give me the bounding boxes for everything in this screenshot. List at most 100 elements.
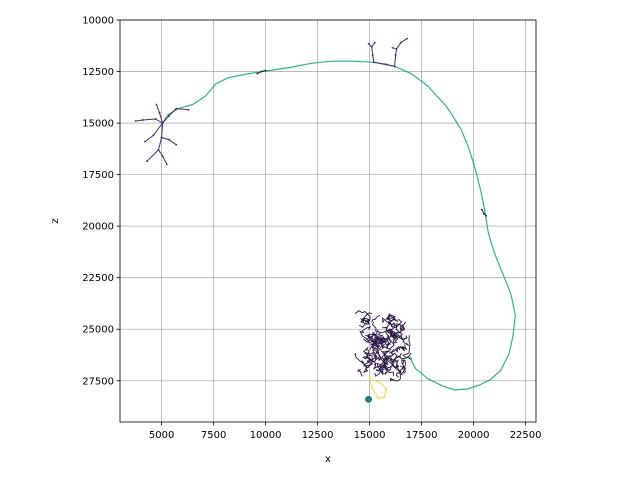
x-tick-label: 7500 bbox=[201, 430, 226, 441]
arbor-branch bbox=[386, 313, 391, 321]
trace-node bbox=[168, 115, 170, 117]
arbor-branch bbox=[377, 335, 388, 346]
trace-node bbox=[371, 54, 374, 56]
x-tick-label: 10000 bbox=[250, 430, 282, 441]
arbor-branch bbox=[367, 358, 375, 364]
trace-node bbox=[395, 48, 398, 50]
trace-node bbox=[370, 386, 373, 388]
trace-node bbox=[146, 160, 148, 163]
trace-node bbox=[187, 108, 190, 111]
arbor-branch bbox=[382, 323, 391, 331]
arbor-branch bbox=[383, 362, 389, 375]
y-tick-label: 27500 bbox=[82, 376, 114, 387]
arbor-branch bbox=[383, 350, 391, 362]
trace-node bbox=[368, 375, 371, 378]
arbor-branch bbox=[354, 310, 371, 322]
y-tick-label: 25000 bbox=[82, 325, 114, 336]
trace-node bbox=[483, 212, 485, 215]
arbor-branch bbox=[394, 323, 404, 338]
y-tick-label: 12500 bbox=[82, 67, 114, 78]
trace-node bbox=[175, 107, 178, 110]
trace-node bbox=[373, 41, 376, 44]
arbor-branch bbox=[359, 317, 370, 323]
arbor-branch bbox=[359, 325, 372, 340]
trace-node bbox=[379, 381, 381, 384]
trace-node bbox=[144, 140, 146, 143]
trace-node bbox=[142, 119, 144, 121]
trace-node bbox=[152, 134, 155, 137]
arbor-branch bbox=[386, 328, 397, 339]
arbor-branch bbox=[385, 327, 396, 337]
y-axis-label: z bbox=[50, 218, 61, 223]
x-tick-label: 20000 bbox=[458, 430, 490, 441]
trace-node bbox=[383, 396, 386, 399]
arbor-branch bbox=[372, 329, 379, 337]
arbor-branch bbox=[357, 368, 363, 377]
x-tick-label: 5000 bbox=[149, 430, 174, 441]
arbor-branch bbox=[382, 317, 392, 326]
x-tick-label: 15000 bbox=[354, 430, 386, 441]
arbor-branch bbox=[399, 326, 405, 333]
trace-node bbox=[157, 149, 160, 151]
y-tick-label: 22500 bbox=[82, 273, 114, 284]
trace-node bbox=[370, 45, 373, 48]
arbor-branch bbox=[385, 343, 391, 350]
trace-node bbox=[385, 388, 388, 390]
arbor-branch bbox=[363, 336, 375, 343]
trace-node bbox=[391, 46, 394, 49]
x-tick-label: 17500 bbox=[406, 430, 438, 441]
trace-node bbox=[374, 379, 377, 382]
arbor-branch bbox=[372, 362, 385, 371]
arbor-branch bbox=[354, 352, 365, 365]
arbor-branch bbox=[362, 347, 377, 361]
trace-node bbox=[256, 72, 259, 75]
arbor-branch bbox=[372, 347, 377, 363]
y-tick-label: 10000 bbox=[82, 16, 114, 27]
arbor-branch bbox=[389, 372, 404, 382]
arbor-branch bbox=[374, 344, 381, 354]
arbor-branch bbox=[374, 368, 385, 377]
arbor-branch bbox=[395, 363, 400, 368]
trace-node bbox=[260, 70, 263, 73]
arbor-branch bbox=[388, 351, 398, 357]
arbor-branch bbox=[371, 314, 381, 323]
arbor-branch bbox=[381, 356, 389, 366]
arbor-branch bbox=[358, 318, 371, 329]
arbor-branch bbox=[394, 335, 399, 343]
trace-node bbox=[393, 65, 396, 68]
arbor-branch bbox=[369, 344, 385, 350]
x-tick-label: 12500 bbox=[302, 430, 334, 441]
trace-long-projection bbox=[162, 60, 516, 391]
trace-node bbox=[155, 103, 158, 106]
y-tick-label: 17500 bbox=[82, 170, 114, 181]
plot-area bbox=[134, 37, 516, 403]
y-tick-label: 15000 bbox=[82, 119, 114, 130]
arbor-branch bbox=[375, 366, 383, 373]
y-tick-label: 20000 bbox=[82, 222, 114, 233]
arbor-branch bbox=[403, 335, 411, 356]
arbor-branch bbox=[383, 364, 401, 378]
arbor-branch bbox=[361, 356, 373, 367]
trace-node bbox=[372, 61, 375, 64]
arbor-branch bbox=[400, 335, 408, 341]
trace-node bbox=[399, 41, 402, 44]
arbor-branch bbox=[399, 352, 412, 360]
arbor-branch bbox=[391, 355, 401, 367]
arbor-branch bbox=[398, 359, 405, 376]
trace-node bbox=[394, 54, 397, 56]
arbor-branch bbox=[377, 330, 391, 340]
trace-node bbox=[175, 143, 178, 146]
x-axis-label: x bbox=[325, 454, 331, 465]
arbor-branch bbox=[375, 349, 382, 361]
trace-node bbox=[385, 63, 388, 66]
trace-node bbox=[154, 118, 157, 120]
soma-marker bbox=[365, 395, 373, 403]
trace-node bbox=[367, 42, 370, 45]
y-axis-ticks: 10000 12500 15000 17500 20000 22500 25000 27500 bbox=[82, 16, 120, 387]
trace-node bbox=[168, 138, 170, 141]
trace-node bbox=[406, 37, 408, 40]
trace-node bbox=[134, 120, 137, 122]
trace-node bbox=[264, 69, 267, 72]
